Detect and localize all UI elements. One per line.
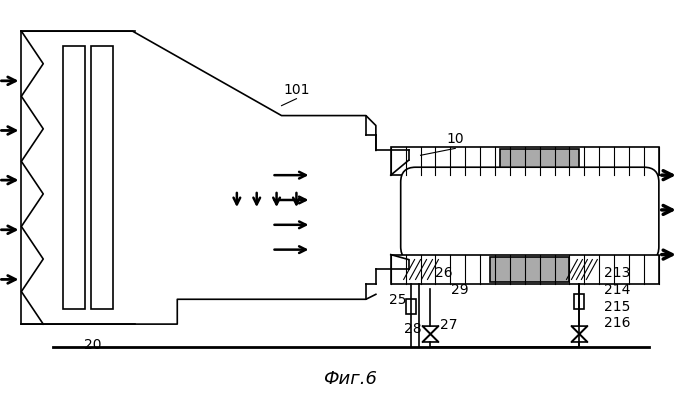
Bar — [574, 294, 584, 309]
FancyBboxPatch shape — [401, 167, 659, 261]
Text: 215: 215 — [604, 300, 630, 314]
Text: 216: 216 — [604, 316, 631, 330]
Text: Фиг.6: Фиг.6 — [323, 370, 377, 387]
Bar — [391, 147, 659, 175]
Bar — [391, 255, 659, 284]
Bar — [500, 149, 579, 173]
Bar — [91, 46, 113, 309]
Text: 10: 10 — [447, 132, 464, 147]
Text: 213: 213 — [604, 267, 630, 280]
Text: 25: 25 — [389, 293, 406, 307]
Text: 214: 214 — [604, 283, 630, 297]
Text: 101: 101 — [283, 83, 310, 97]
Text: 27: 27 — [440, 318, 457, 332]
Text: 26: 26 — [435, 267, 452, 280]
Bar — [63, 46, 85, 309]
Bar — [406, 299, 415, 314]
Text: 29: 29 — [452, 283, 469, 297]
Text: 20: 20 — [84, 338, 102, 352]
Bar — [490, 257, 570, 282]
Text: 28: 28 — [404, 322, 422, 336]
